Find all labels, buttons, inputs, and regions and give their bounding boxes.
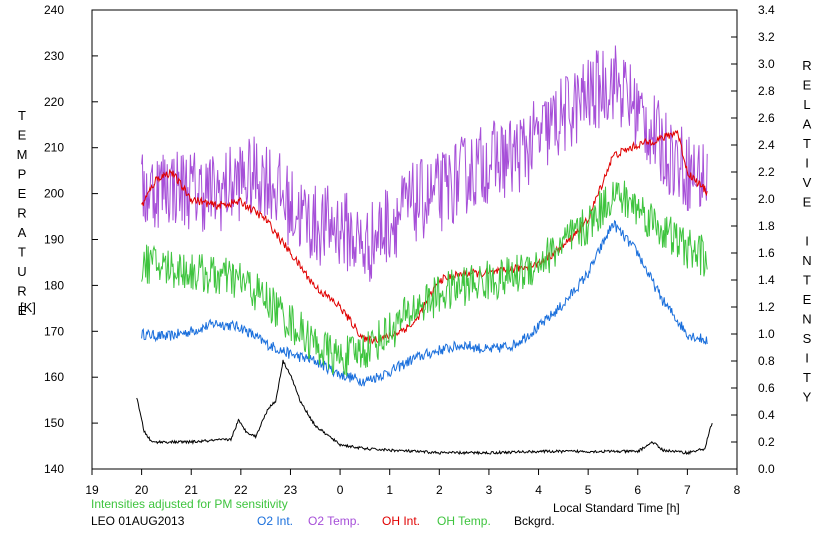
right-tick-label: 3.0	[758, 57, 775, 71]
legend-entry: OH Temp.	[437, 514, 491, 528]
x-tick-label: 1	[386, 483, 393, 497]
x-tick-label: 8	[734, 483, 741, 497]
right-tick-label: 2.0	[758, 192, 775, 206]
axis-title-letter: E	[18, 128, 27, 143]
left-tick-label: 150	[44, 416, 64, 430]
axis-title-letter: E	[803, 292, 812, 307]
x-tick-label: 21	[185, 483, 199, 497]
axis-title-letter: P	[18, 167, 27, 182]
right-tick-label: 3.2	[758, 30, 775, 44]
legend: O2 Int. O2 Temp. OH Int. OH Temp. Bckgrd.	[257, 514, 555, 528]
axis-title-letter: A	[803, 117, 812, 132]
x-tick-label: 23	[284, 483, 298, 497]
axis-title-letter: R	[17, 206, 26, 221]
series-line-o2-int	[141, 219, 708, 387]
left-tick-label: 230	[44, 49, 64, 63]
right-axis: 0.0 0.2 0.4 0.6 0.8 1.0 1.2 1.4 1.6 1.8 2.0 2.2 2.4 2…	[731, 3, 775, 476]
series-line-o2-temp	[141, 45, 708, 282]
left-tick-label: 140	[44, 462, 64, 476]
station-date: LEO 01AUG2013	[91, 514, 185, 528]
left-tick-label: 170	[44, 324, 64, 338]
left-tick-label: 240	[44, 3, 64, 17]
x-tick-label: 7	[684, 483, 691, 497]
x-tick-label: 6	[634, 483, 641, 497]
right-tick-label: 0.4	[758, 408, 775, 422]
x-tick-label: 2	[436, 483, 443, 497]
right-tick-label: 0.0	[758, 462, 775, 476]
axis-title-letter: E	[18, 186, 27, 201]
axis-title-letter: I	[805, 351, 809, 366]
axis-title-letter: T	[803, 370, 811, 385]
right-tick-label: 1.0	[758, 327, 775, 341]
series-line-oh-temp	[141, 180, 708, 377]
axis-title-letter: U	[17, 264, 26, 279]
series-line-oh-int	[141, 129, 708, 345]
right-tick-label: 2.2	[758, 165, 775, 179]
legend-entry: O2 Int.	[257, 514, 293, 528]
legend-entry: O2 Temp.	[308, 514, 360, 528]
series-line-bckgrd	[136, 359, 713, 456]
right-tick-label: 2.8	[758, 84, 775, 98]
right-tick-label: 2.6	[758, 111, 775, 125]
axis-title-letter: I	[805, 156, 809, 171]
right-tick-label: 3.4	[758, 3, 775, 17]
right-tick-label: 1.2	[758, 300, 775, 314]
right-tick-label: 0.6	[758, 381, 775, 395]
left-tick-label: 180	[44, 278, 64, 292]
left-tick-label: 200	[44, 187, 64, 201]
axis-title-letter: T	[18, 108, 26, 123]
axis-title-letter: N	[802, 253, 811, 268]
x-tick-label: 4	[535, 483, 542, 497]
right-tick-label: 1.4	[758, 273, 775, 287]
x-axis-title: Local Standard Time [h]	[553, 501, 680, 515]
x-tick-label: 19	[85, 483, 99, 497]
axis-title-letter: I	[805, 234, 809, 249]
axis-title-letter: N	[802, 312, 811, 327]
legend-entry: Bckgrd.	[514, 514, 555, 528]
x-tick-label: 5	[585, 483, 592, 497]
axis-title-letter: R	[802, 58, 811, 73]
axis-title-letter: S	[803, 331, 812, 346]
x-tick-label: 0	[337, 483, 344, 497]
axis-title-letter: T	[803, 136, 811, 151]
axis-title-letter: T	[803, 273, 811, 288]
left-tick-label: 190	[44, 233, 64, 247]
axis-title-letter: M	[17, 147, 28, 162]
right-tick-label: 0.2	[758, 435, 775, 449]
legend-entry: OH Int.	[382, 514, 420, 528]
right-tick-label: 2.4	[758, 138, 775, 152]
left-tick-label: 210	[44, 141, 64, 155]
series-layer	[136, 45, 713, 456]
axis-title-letter: A	[18, 225, 27, 240]
axis-title-letter: Y	[803, 390, 812, 405]
axis-title-letter: R	[17, 284, 26, 299]
axis-title-letter: T	[18, 245, 26, 260]
x-tick-label: 22	[234, 483, 248, 497]
left-axis-unit: [K]	[20, 300, 36, 315]
axis-title-letter: E	[18, 303, 27, 318]
axis-title-letter: V	[803, 175, 812, 190]
right-tick-label: 1.6	[758, 246, 775, 260]
axis-title-letter: L	[803, 97, 810, 112]
x-tick-label: 20	[135, 483, 149, 497]
axis-title-letter: E	[803, 78, 812, 93]
right-tick-label: 1.8	[758, 219, 775, 233]
x-tick-label: 3	[486, 483, 493, 497]
plot-area	[91, 9, 738, 470]
right-tick-label: 0.8	[758, 354, 775, 368]
x-axis: 19 20 21 22 23 0 1 2 3 4 5 6 7 8	[85, 469, 741, 497]
axis-title-letter: E	[803, 195, 812, 210]
left-tick-label: 220	[44, 95, 64, 109]
left-tick-label: 160	[44, 370, 64, 384]
left-axis: 140 150 160 170 180 190 200 210 220 230 240	[44, 3, 98, 476]
pm-sensitivity-note: Intensities adjusted for PM sensitivity	[91, 497, 288, 511]
